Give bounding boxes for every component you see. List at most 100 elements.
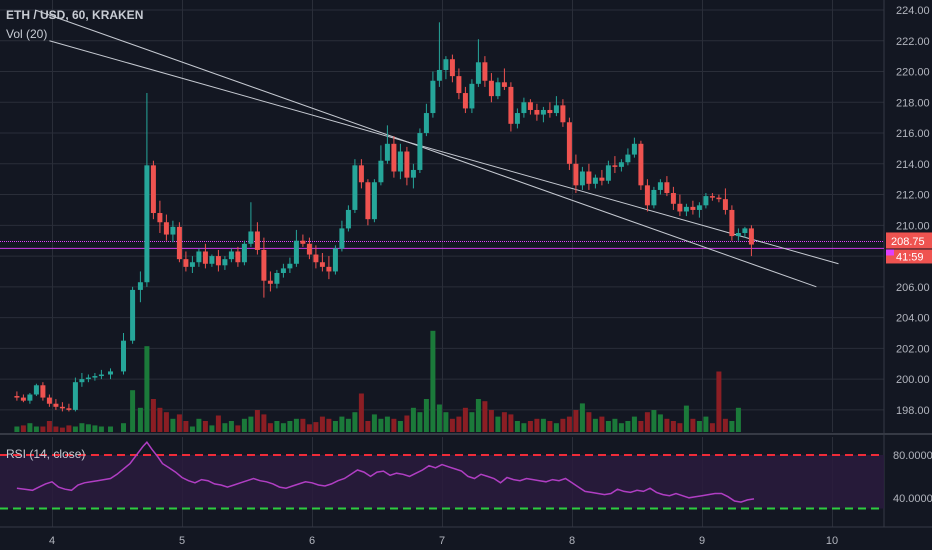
candle-body <box>150 165 156 214</box>
volume-bar <box>365 421 371 432</box>
candle-body <box>306 243 312 255</box>
candle-body <box>683 206 689 212</box>
volume-bar <box>657 414 663 432</box>
countdown-label: 41:59 <box>896 251 924 263</box>
candle-body <box>326 266 332 272</box>
volume-bar <box>436 404 442 432</box>
trend-line <box>34 9 817 288</box>
price-tick-label: 218.00 <box>896 97 930 109</box>
candle-body <box>560 105 566 123</box>
volume-bar <box>618 423 624 432</box>
volume-bar <box>521 423 527 432</box>
candle-body <box>430 80 436 114</box>
price-axis: 198.00200.00202.00204.00206.00208.00210.… <box>896 5 930 417</box>
candle-body <box>514 113 520 124</box>
volume-bar <box>261 414 267 432</box>
candle-body <box>618 162 624 167</box>
volume-bar <box>599 416 605 432</box>
volume-bar <box>14 426 20 432</box>
rsi-band <box>0 455 884 509</box>
volume-bar <box>625 421 631 432</box>
candle-body <box>313 254 319 263</box>
candle-body <box>573 163 579 186</box>
candle-body <box>482 62 488 81</box>
volume-bar <box>287 421 293 432</box>
candle-body <box>241 243 247 263</box>
volume-bar <box>540 418 546 432</box>
volume-bar <box>27 423 33 432</box>
candles <box>14 22 754 412</box>
current-price-tag <box>886 232 932 249</box>
candle-body <box>176 226 182 260</box>
volume-bar <box>423 399 429 432</box>
price-tick-label: 204.00 <box>896 313 930 325</box>
candle-body <box>365 182 371 220</box>
volume-bar <box>358 393 364 432</box>
candle-body <box>651 189 657 206</box>
price-tick-label: 220.00 <box>896 67 930 79</box>
volume-bar <box>371 414 377 432</box>
candle-body <box>599 177 605 181</box>
candle-body <box>423 113 429 134</box>
candle-body <box>287 263 293 269</box>
volume-bar <box>670 421 676 432</box>
price-tick-label: 214.00 <box>896 159 930 171</box>
candle-body <box>274 272 280 284</box>
volume-bar <box>108 426 113 432</box>
volume-bars <box>14 330 741 432</box>
candle-body <box>703 196 709 206</box>
volume-bar <box>449 418 455 432</box>
volume-bar <box>85 424 91 432</box>
candle-body <box>20 397 26 401</box>
volume-bar <box>248 416 254 432</box>
time-tick-label: 10 <box>826 535 838 547</box>
volume-bar <box>345 418 351 432</box>
volume-bar <box>189 426 195 432</box>
candle-body <box>449 59 455 77</box>
candle-body <box>280 268 286 273</box>
candle-body <box>677 203 683 212</box>
candle-body <box>690 206 696 210</box>
volume-bar <box>612 418 618 432</box>
volume-bar <box>631 416 637 432</box>
volume-bar <box>59 427 65 432</box>
candle-body <box>631 143 637 155</box>
candle-body <box>215 256 221 266</box>
candle-body <box>33 385 39 395</box>
candle-body <box>443 59 449 70</box>
candle-body <box>98 374 104 377</box>
volume-bar <box>235 425 241 432</box>
volume-bar <box>33 426 39 432</box>
volume-bar <box>690 418 696 432</box>
candle-body <box>410 169 416 178</box>
candle-body <box>59 406 65 409</box>
candle-body <box>157 213 163 223</box>
volume-bar <box>215 415 221 432</box>
volume-bar <box>566 416 572 432</box>
volume-bar <box>176 414 182 432</box>
volume-bar <box>280 423 286 432</box>
candle-body <box>189 262 195 267</box>
candle-body <box>300 240 306 244</box>
volume-bar <box>573 410 579 432</box>
price-tick-label: 206.00 <box>896 282 930 294</box>
candle-body <box>209 256 215 264</box>
volume-bar <box>293 418 299 432</box>
candle-body <box>586 171 592 184</box>
candle-body <box>53 403 59 407</box>
time-tick-label: 7 <box>439 535 445 547</box>
candle-body <box>742 228 748 234</box>
candle-body <box>345 209 351 229</box>
volume-bar <box>638 421 644 432</box>
volume-bar <box>534 418 540 432</box>
volume-bar <box>326 418 332 432</box>
volume-bar <box>378 418 384 432</box>
candle-body <box>46 397 52 404</box>
candle-body <box>108 371 113 375</box>
volume-bar <box>664 418 670 432</box>
volume-bar <box>495 416 501 432</box>
volume-bar <box>20 425 26 432</box>
volume-bar <box>228 421 234 432</box>
volume-bar <box>527 421 533 432</box>
